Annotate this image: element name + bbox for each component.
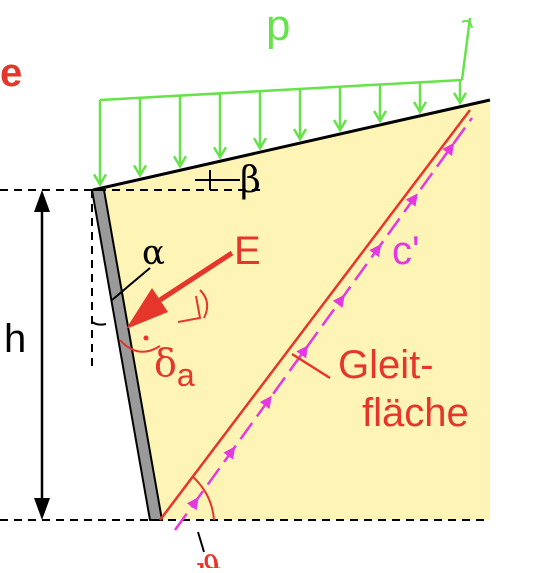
wall-friction-label: δa	[154, 341, 195, 393]
slip-angle-pointer	[197, 531, 205, 553]
slip-surface-label-2: fläche	[362, 391, 469, 435]
partial-label-e: e	[0, 51, 22, 95]
wall-friction-symbol: δ	[154, 341, 177, 385]
cohesion-arrowhead-6	[369, 243, 382, 258]
earth-pressure-arrowhead	[126, 288, 168, 329]
slip-surface-line	[159, 109, 471, 521]
load-arrowhead-8	[372, 110, 388, 124]
delta-angle-arc	[199, 289, 209, 319]
cohesion-arrowhead-1	[186, 497, 199, 511]
load-arrowhead-9	[412, 101, 428, 115]
load-arrowhead-7	[332, 119, 348, 133]
wall-normal-dot	[143, 335, 149, 341]
load-label-p: p	[266, 1, 290, 50]
ground-surface-line	[92, 98, 491, 192]
load-arrowhead-1	[92, 173, 108, 187]
slip-angle-arc	[191, 475, 215, 521]
height-label: h	[4, 317, 26, 361]
earth-pressure-arrow-shaft	[158, 250, 234, 303]
right-angle-mark	[177, 295, 202, 323]
gleit-pointer	[291, 352, 331, 380]
load-arrowhead-6	[292, 128, 308, 142]
height-arrow-bottom	[34, 498, 50, 520]
cohesion-arrowhead-7	[405, 193, 418, 207]
beta-label: β	[240, 160, 261, 201]
cohesion-arrowhead-5	[332, 294, 345, 308]
distributed-load	[99, 17, 473, 102]
cohesion-arrowhead-8	[442, 142, 455, 156]
soil-wedge	[103, 100, 490, 520]
cohesion-line	[173, 117, 474, 531]
load-arrowhead-4	[212, 146, 228, 160]
alpha-pointer	[111, 267, 151, 301]
alpha-label: α	[142, 233, 165, 273]
cohesion-arrowhead-3	[259, 395, 272, 410]
load-arrowhead-10	[452, 92, 468, 106]
load-arrowhead-3	[172, 155, 188, 169]
cohesion-arrowhead-4	[296, 345, 309, 359]
wall-normal-arc	[119, 339, 161, 353]
height-arrow-top	[34, 190, 50, 212]
load-arrowhead-2	[132, 164, 148, 178]
alpha-arc	[91, 321, 107, 326]
cohesion-arrows	[186, 142, 455, 511]
slip-angle-label: ϑ	[196, 550, 222, 568]
cohesion-arrowhead-2	[223, 446, 236, 460]
wall-friction-subscript: a	[177, 357, 195, 393]
cohesion-label: c'	[392, 229, 420, 273]
slip-surface-label-1: Gleit-	[338, 343, 434, 387]
earth-pressure-label: E	[234, 229, 261, 273]
load-arrows	[92, 80, 468, 187]
load-arrowhead-5	[252, 137, 268, 151]
